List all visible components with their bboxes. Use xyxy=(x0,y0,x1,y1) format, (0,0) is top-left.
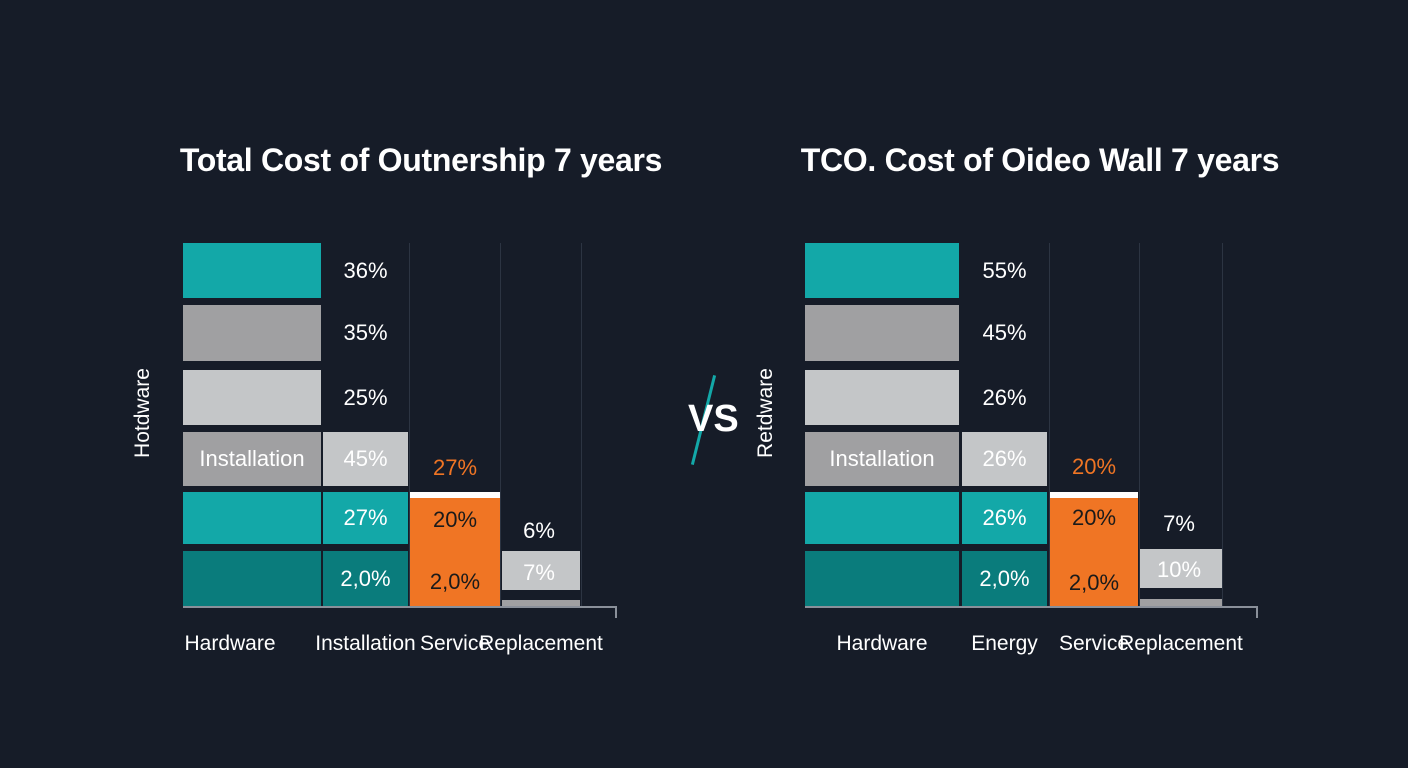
bar-segment xyxy=(1140,549,1222,588)
data-label: Installation xyxy=(199,446,305,471)
gridline xyxy=(1222,243,1223,607)
bar-segment xyxy=(323,432,408,486)
bar-segment xyxy=(1140,599,1222,607)
data-label: 2,0% xyxy=(340,566,391,591)
y-axis-label: Retdware xyxy=(754,368,777,458)
bar-segment xyxy=(805,432,959,486)
x-tick-label: Installation xyxy=(315,632,416,655)
chart-title: TCO. Cost of Oideo Wall 7 years xyxy=(800,142,1280,178)
bar-segment xyxy=(323,551,408,607)
bar-segment xyxy=(183,370,321,425)
gridline xyxy=(409,243,410,607)
bar-segment xyxy=(962,551,1047,607)
data-label: 35% xyxy=(343,320,388,345)
bar-segment xyxy=(502,600,580,607)
gridline xyxy=(1049,243,1050,607)
data-label: 20% xyxy=(1071,454,1117,479)
data-label: 6% xyxy=(523,518,555,543)
data-label: 10% xyxy=(1156,557,1202,582)
x-tick-label: Service xyxy=(1058,632,1130,655)
x-tick-label: Energy xyxy=(971,632,1038,655)
bar-segment xyxy=(410,492,500,607)
bar-segment xyxy=(962,432,1047,486)
data-label: 27% xyxy=(343,505,388,530)
data-label: 36% xyxy=(343,257,388,283)
bar-segment xyxy=(805,243,959,298)
axis-tick xyxy=(615,606,617,618)
gridline xyxy=(500,243,501,607)
x-axis xyxy=(805,606,1257,608)
y-axis-label: Hotdware xyxy=(131,368,154,458)
data-label: 25% xyxy=(343,384,388,410)
gridline xyxy=(1139,243,1140,607)
data-label: 45% xyxy=(982,320,1027,345)
bar-segment xyxy=(962,492,1047,544)
bar-segment xyxy=(805,551,959,607)
bar-segment xyxy=(805,305,959,361)
data-label: Installation xyxy=(829,446,935,471)
bar-segment xyxy=(805,492,959,544)
gridline xyxy=(581,243,582,607)
axis-tick xyxy=(1256,606,1258,618)
data-label: 55% xyxy=(982,257,1027,283)
bar-segment xyxy=(183,305,321,361)
data-label: 2,0% xyxy=(1068,570,1120,595)
x-tick-label: Replacement xyxy=(479,632,603,655)
bar-segment xyxy=(323,492,408,544)
data-label: 2,0% xyxy=(979,566,1030,591)
x-axis xyxy=(183,606,616,608)
bar-segment xyxy=(805,370,959,425)
data-label: 26% xyxy=(982,446,1027,471)
bar-segment xyxy=(1050,492,1138,607)
bar-segment xyxy=(183,492,321,544)
vs-label: VS xyxy=(688,398,739,440)
data-label: 20% xyxy=(1071,505,1117,530)
data-label: 20% xyxy=(432,507,478,532)
bar-segment xyxy=(183,551,321,607)
data-label: 7% xyxy=(523,560,555,585)
data-label: 45% xyxy=(343,446,388,471)
data-label: 7% xyxy=(1163,511,1195,536)
chart-title: Total Cost of Outnership 7 years xyxy=(179,142,663,178)
bar-cap xyxy=(410,492,500,498)
data-label: 2,0% xyxy=(429,569,481,594)
x-tick-label: Hardware xyxy=(836,632,928,655)
x-tick-label: Hardware xyxy=(184,632,276,655)
x-tick-label: Replacement xyxy=(1119,632,1243,655)
bar-segment xyxy=(502,551,580,590)
bar-segment xyxy=(183,243,321,298)
bar-cap xyxy=(1050,492,1138,498)
bar-segment xyxy=(183,432,321,486)
data-label: 26% xyxy=(982,384,1027,410)
x-tick-label: Service xyxy=(419,632,491,655)
data-label: 26% xyxy=(982,505,1027,530)
data-label: 27% xyxy=(432,455,478,480)
